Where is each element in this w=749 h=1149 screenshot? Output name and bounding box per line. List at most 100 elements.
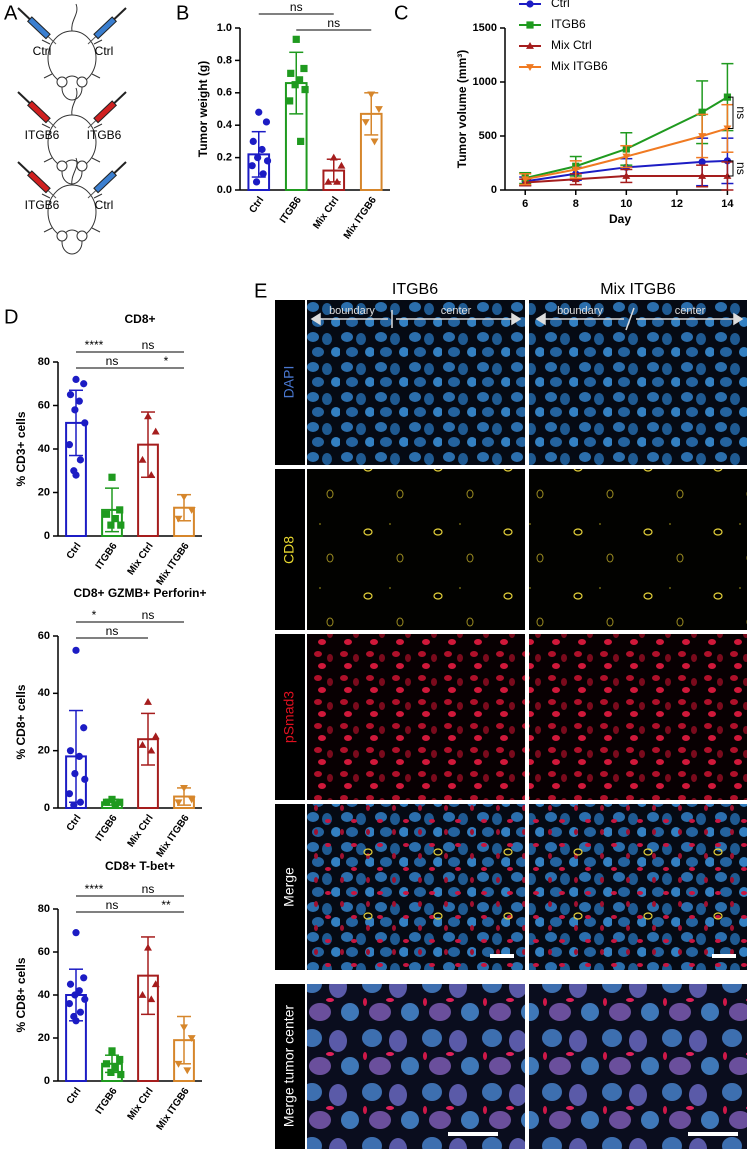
scale-bar — [712, 954, 736, 958]
point — [255, 108, 263, 116]
row-label: CD8 — [281, 536, 297, 564]
y-tick-label: 0.4 — [217, 119, 233, 131]
micrograph-overlay — [529, 804, 747, 970]
point — [75, 397, 83, 405]
mouse-illustration: ITGB6 ITGB6 — [17, 87, 127, 185]
point — [80, 974, 88, 982]
point — [107, 521, 115, 529]
x-tick-label: 14 — [721, 198, 734, 210]
point — [297, 137, 305, 145]
significance-label: ns — [290, 0, 303, 14]
point — [65, 790, 73, 798]
syringe-liquid — [28, 17, 50, 38]
point — [66, 747, 75, 755]
micrograph — [529, 469, 747, 630]
region-arrows — [310, 307, 744, 331]
point — [374, 106, 383, 113]
significance-label: * — [164, 354, 169, 368]
point — [80, 380, 88, 388]
point — [117, 521, 125, 529]
y-tick-label: 0.6 — [217, 87, 232, 99]
point — [66, 391, 75, 399]
point — [324, 177, 333, 185]
arrowhead — [535, 312, 546, 326]
point — [258, 145, 266, 154]
mouse-ear — [76, 160, 88, 172]
syringe-liquid — [94, 171, 116, 192]
point — [71, 770, 79, 778]
y-tick-label: 1.0 — [217, 22, 232, 34]
scale-bar — [688, 1132, 738, 1136]
column-header: ITGB6 — [392, 281, 438, 298]
point — [174, 799, 183, 807]
point — [138, 455, 147, 463]
point — [144, 412, 152, 420]
y-tick-label: 40 — [38, 443, 50, 455]
point — [81, 995, 89, 1003]
point — [723, 125, 732, 133]
mouse-ear — [56, 230, 68, 242]
panel-label: D — [4, 306, 18, 328]
row-label-strip — [275, 469, 305, 630]
point — [329, 153, 338, 161]
point — [147, 995, 156, 1003]
point — [147, 746, 156, 754]
significance-label: **** — [85, 882, 104, 896]
point — [301, 85, 309, 94]
x-tick-label: 10 — [620, 198, 632, 210]
y-tick-label: 0 — [44, 530, 50, 542]
chart-title: CD8+ — [124, 312, 155, 326]
syringe-plunger — [112, 91, 127, 106]
row-label-strip — [275, 300, 305, 465]
significance-label: ns — [106, 354, 119, 368]
significance-label: ns — [734, 162, 748, 175]
scale-bar — [490, 954, 514, 958]
panel-e: ITGB6 Mix ITGB6 DAPI CD8 pSmad3 Merge Me… — [275, 281, 747, 1149]
point — [333, 177, 342, 185]
micrograph-overlay — [307, 804, 525, 970]
syringe-liquid — [28, 171, 50, 192]
mouse-legs — [41, 39, 103, 79]
x-tick-label: Mix ITGB6 — [155, 1086, 192, 1133]
significance-label: ns — [734, 106, 748, 119]
point — [70, 801, 78, 809]
x-tick-label: Mix ITGB6 — [342, 195, 379, 242]
syringe-liquid — [94, 17, 116, 38]
mouse-tail — [71, 3, 78, 33]
syringe-liquid — [94, 101, 116, 122]
point — [526, 64, 534, 71]
significance-bracket — [728, 160, 734, 177]
point — [571, 166, 580, 174]
y-tick-label: 1000 — [473, 76, 497, 88]
point — [180, 493, 188, 501]
syringe-plunger — [17, 7, 32, 22]
significance-label: ns — [142, 882, 155, 896]
significance-label: ns — [327, 16, 340, 30]
x-tick-label: ITGB6 — [94, 541, 120, 572]
point — [337, 161, 346, 169]
error-bar — [141, 712, 155, 766]
point — [622, 153, 631, 161]
significance-label: * — [92, 608, 97, 622]
legend-label: Mix ITGB6 — [551, 59, 608, 73]
row-label-strip — [275, 634, 305, 800]
x-tick-label: Mix Ctrl — [126, 541, 156, 578]
micrograph — [307, 634, 525, 800]
y-tick-label: 20 — [38, 486, 50, 498]
y-tick-label: 1500 — [473, 22, 497, 34]
point — [65, 441, 73, 449]
y-tick-label: 0 — [491, 184, 497, 196]
point — [111, 1064, 119, 1072]
point — [286, 97, 294, 105]
point — [116, 506, 124, 514]
point — [622, 172, 631, 179]
point — [180, 785, 188, 792]
scale-bar — [448, 1132, 498, 1136]
point — [249, 137, 257, 145]
mouse-ear — [76, 230, 88, 242]
point — [72, 929, 80, 937]
point — [111, 515, 119, 523]
point — [723, 172, 732, 179]
